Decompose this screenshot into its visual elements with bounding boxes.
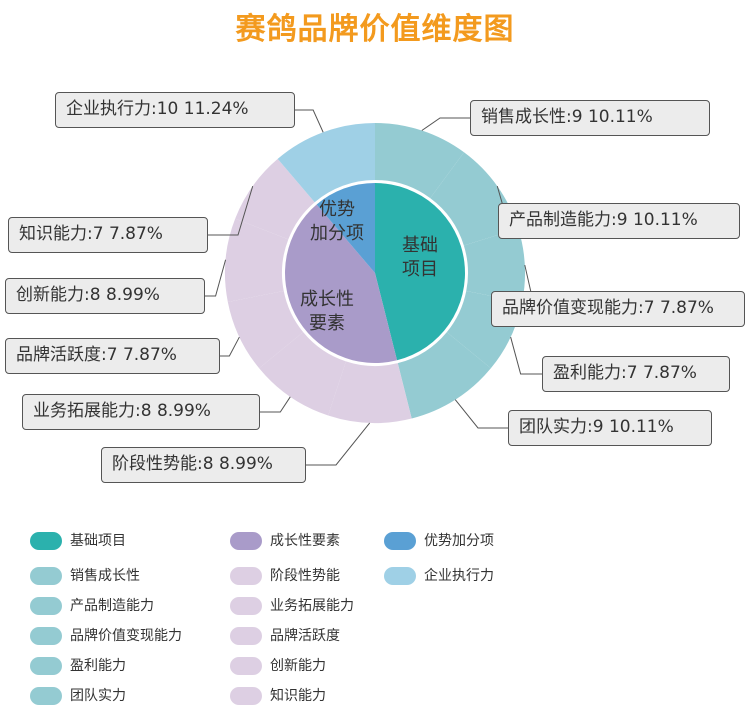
callout-8: 创新能力:8 8.99%: [5, 278, 205, 314]
callout-3: 盈利能力:7 7.87%: [542, 356, 730, 392]
inner-label-2: 优势 加分项: [310, 199, 364, 244]
legend-swatch: [230, 567, 262, 585]
callout-0: 销售成长性:9 10.11%: [470, 100, 710, 136]
outer-slice-8: [225, 218, 289, 302]
leader-line-6: [260, 396, 291, 413]
outer-slice-7: [227, 290, 304, 369]
legend-label: 优势加分项: [424, 533, 494, 549]
outer-slice-9: [235, 158, 315, 240]
callout-9: 知识能力:7 7.87%: [8, 217, 208, 253]
chart-title: 赛鸽品牌价值维度图: [235, 12, 515, 47]
inner-label-0: 基础 项目: [402, 235, 438, 280]
legend-label: 盈利能力: [70, 658, 126, 674]
callout-10: 企业执行力:10 11.24%: [55, 92, 295, 128]
callout-1: 产品制造能力:9 10.11%: [498, 203, 740, 239]
inner-slice-1: [284, 204, 398, 363]
legend-label: 成长性要素: [270, 533, 340, 549]
leader-line-0: [421, 117, 470, 131]
leader-line-10: [295, 109, 324, 133]
leader-line-8: [205, 259, 227, 297]
inner-slice-2: [316, 183, 375, 273]
callout-6: 业务拓展能力:8 8.99%: [22, 394, 260, 430]
inner-slice-0: [375, 183, 465, 361]
leader-line-4: [454, 399, 508, 429]
outer-slice-6: [259, 332, 346, 416]
leader-line-5: [306, 422, 371, 466]
legend-label: 产品制造能力: [70, 598, 154, 614]
legend-swatch: [30, 687, 62, 705]
legend-swatch: [30, 657, 62, 675]
legend-swatch: [230, 627, 262, 645]
legend-swatch: [230, 532, 262, 550]
legend-swatch: [230, 597, 262, 615]
leader-line-3: [510, 336, 542, 375]
legend-label: 销售成长性: [70, 568, 140, 584]
legend-swatch: [384, 567, 416, 585]
legend-label: 基础项目: [70, 533, 126, 549]
callout-2: 品牌价值变现能力:7 7.87%: [491, 291, 745, 327]
legend-label: 企业执行力: [424, 568, 494, 584]
legend-label: 团队实力: [70, 688, 126, 704]
callout-7: 品牌活跃度:7 7.87%: [5, 338, 220, 374]
legend-swatch: [30, 627, 62, 645]
legend-swatch: [230, 687, 262, 705]
legend-label: 品牌价值变现能力: [70, 628, 182, 644]
legend-swatch: [30, 597, 62, 615]
legend-swatch: [30, 567, 62, 585]
callout-4: 团队实力:9 10.11%: [508, 410, 712, 446]
leader-line-9: [208, 185, 254, 236]
outer-slice-1: [430, 152, 519, 246]
callout-5: 阶段性势能:8 8.99%: [101, 447, 306, 483]
outer-slice-0: [375, 123, 465, 199]
outer-slice-5: [328, 361, 412, 423]
leader-line-7: [220, 336, 240, 357]
legend-label: 知识能力: [270, 688, 326, 704]
legend-label: 创新能力: [270, 658, 326, 674]
legend-swatch: [384, 532, 416, 550]
legend-swatch: [30, 532, 62, 550]
legend-label: 业务拓展能力: [270, 598, 354, 614]
legend-label: 品牌活跃度: [270, 628, 340, 644]
legend-swatch: [230, 657, 262, 675]
outer-slice-2: [463, 228, 525, 302]
legend-label: 阶段性势能: [270, 568, 340, 584]
outer-slice-10: [277, 123, 375, 203]
outer-slice-4: [397, 332, 491, 419]
inner-label-1: 成长性 要素: [300, 289, 354, 334]
